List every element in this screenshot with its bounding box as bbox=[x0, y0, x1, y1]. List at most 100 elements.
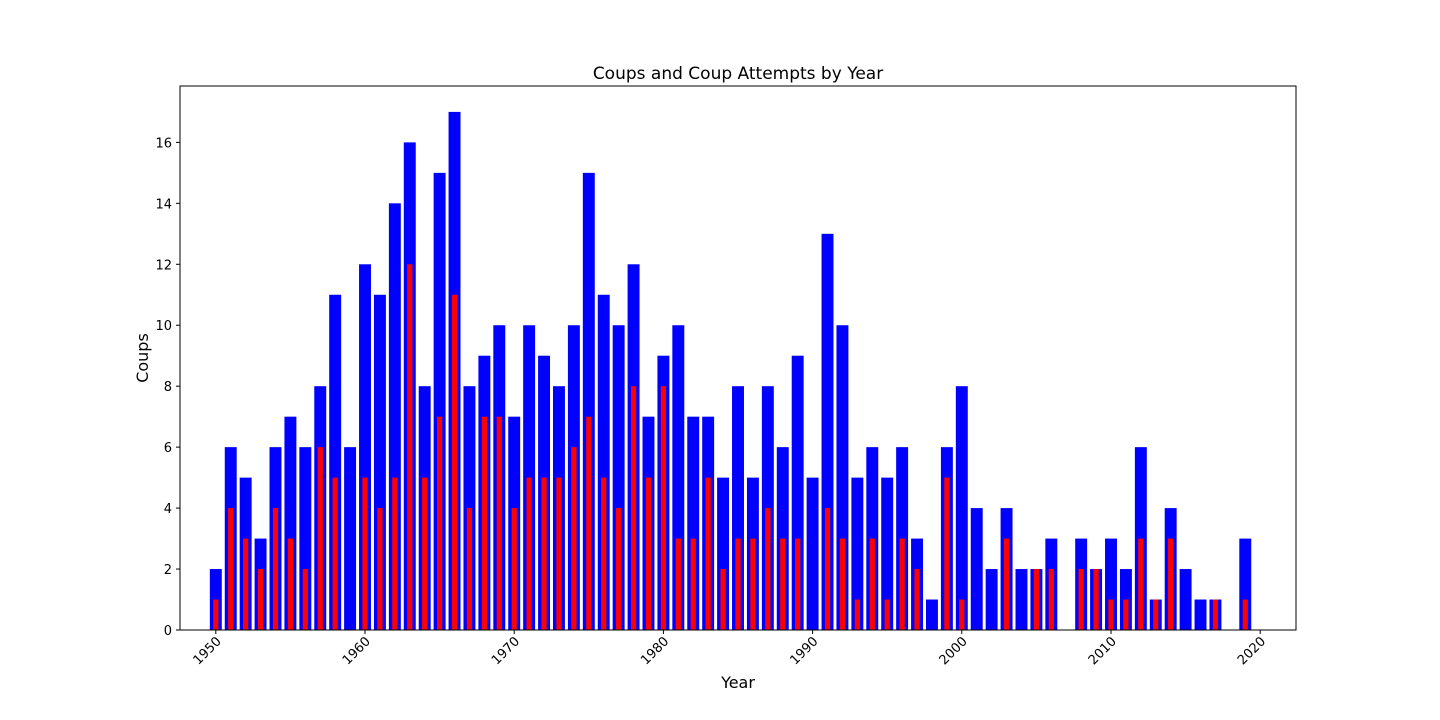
bar-total-2000 bbox=[955, 386, 968, 630]
bar-red-1982 bbox=[690, 538, 696, 630]
bar-red-1972 bbox=[541, 477, 547, 630]
x-tick-label: 1960 bbox=[340, 634, 374, 668]
bar-total-2001 bbox=[970, 508, 983, 630]
bar-total-1977 bbox=[612, 325, 625, 630]
bar-red-1973 bbox=[556, 477, 562, 630]
bar-red-1983 bbox=[705, 477, 711, 630]
y-tick-label: 12 bbox=[155, 258, 172, 273]
bar-red-1995 bbox=[884, 599, 890, 630]
bar-total-1955 bbox=[284, 416, 297, 630]
y-tick-label: 8 bbox=[164, 380, 172, 395]
bar-red-1987 bbox=[765, 508, 771, 630]
y-tick-label: 16 bbox=[155, 136, 172, 151]
bar-red-2017 bbox=[1212, 599, 1219, 630]
bar-red-1967 bbox=[466, 508, 473, 630]
y-axis-title: Coups bbox=[133, 333, 152, 383]
bar-red-1978 bbox=[630, 386, 637, 630]
bar-total-2016 bbox=[1194, 599, 1207, 630]
bar-red-1981 bbox=[675, 538, 681, 630]
bar-red-1960 bbox=[362, 477, 368, 630]
y-tick-label: 4 bbox=[164, 502, 172, 517]
y-tick-label: 2 bbox=[164, 563, 172, 578]
bar-total-2004 bbox=[1015, 569, 1028, 630]
bar-red-1964 bbox=[422, 477, 428, 630]
bar-red-2009 bbox=[1093, 569, 1099, 630]
bar-total-1961 bbox=[373, 294, 386, 630]
bar-red-1994 bbox=[869, 538, 875, 630]
bar-total-1959 bbox=[344, 447, 357, 630]
bar-total-1985 bbox=[732, 386, 744, 630]
bar-total-1960 bbox=[359, 264, 371, 630]
x-tick-label: 2020 bbox=[1235, 634, 1269, 668]
bar-red-1955 bbox=[287, 538, 294, 630]
bar-red-1957 bbox=[317, 447, 323, 630]
bar-red-2013 bbox=[1153, 599, 1159, 630]
bar-total-1976 bbox=[597, 294, 610, 630]
y-tick-label: 0 bbox=[164, 624, 172, 639]
bar-red-2014 bbox=[1168, 538, 1174, 630]
x-axis-ticks: 1950 1960 1970 1980 1990 2000 2010 2020 bbox=[191, 630, 1269, 668]
bar-red-1989 bbox=[795, 538, 801, 630]
bar-red-1965 bbox=[436, 416, 443, 630]
x-tick-label: 1980 bbox=[638, 634, 672, 668]
y-tick-label: 14 bbox=[155, 197, 172, 212]
bar-red-1999 bbox=[944, 477, 950, 630]
bar-red-1993 bbox=[854, 599, 860, 630]
bar-total-1993 bbox=[851, 477, 864, 630]
bar-total-1975 bbox=[582, 172, 595, 631]
bar-red-1962 bbox=[392, 477, 398, 630]
bar-red-1991 bbox=[824, 508, 831, 630]
bar-red-1985 bbox=[735, 538, 741, 630]
bar-total-1967 bbox=[463, 386, 476, 630]
bar-red-1950 bbox=[213, 599, 219, 630]
bar-total-1990 bbox=[806, 477, 819, 630]
bar-total-2010 bbox=[1105, 538, 1117, 630]
bar-red-1966 bbox=[451, 294, 458, 630]
x-tick-label: 2000 bbox=[937, 634, 971, 668]
bar-red-1992 bbox=[839, 538, 846, 630]
plot-frame bbox=[179, 85, 1297, 631]
bar-red-2011 bbox=[1123, 599, 1129, 630]
bar-red-1997 bbox=[914, 569, 920, 630]
bar-red-1970 bbox=[511, 508, 517, 630]
y-tick-label: 10 bbox=[155, 319, 172, 334]
bar-red-1977 bbox=[616, 508, 622, 630]
bar-red-1980 bbox=[660, 386, 667, 630]
bar-red-1954 bbox=[272, 508, 279, 630]
bar-total-1981 bbox=[672, 325, 685, 630]
bar-red-2003 bbox=[1003, 538, 1010, 630]
bar-total-1989 bbox=[791, 355, 804, 630]
x-tick-label: 1990 bbox=[787, 634, 821, 668]
bar-red-1953 bbox=[257, 569, 264, 630]
bar-total-1995 bbox=[881, 477, 894, 630]
bar-red-1975 bbox=[586, 416, 592, 630]
bar-total-1992 bbox=[836, 325, 849, 630]
bar-total-1982 bbox=[687, 416, 700, 630]
bar-red-1968 bbox=[481, 416, 487, 630]
bar-red-1952 bbox=[243, 538, 249, 630]
bar-total-1958 bbox=[329, 294, 342, 630]
chart-title: Coups and Coup Attempts by Year bbox=[593, 64, 883, 84]
x-tick-label: 1950 bbox=[191, 634, 225, 668]
bar-red-2019 bbox=[1242, 599, 1248, 630]
bar-red-2012 bbox=[1138, 538, 1144, 630]
bar-red-2010 bbox=[1108, 599, 1114, 630]
bar-red-1979 bbox=[645, 477, 652, 630]
bar-red-1956 bbox=[302, 569, 308, 630]
bar-total-2015 bbox=[1179, 569, 1192, 630]
bar-red-2008 bbox=[1078, 569, 1084, 630]
bar-total-1962 bbox=[388, 203, 401, 630]
bar-red-1976 bbox=[601, 477, 607, 630]
y-axis-ticks: 0 2 4 6 8 10 12 14 16 bbox=[155, 136, 180, 639]
x-tick-label: 1970 bbox=[489, 634, 523, 668]
bar-total-2002 bbox=[985, 569, 998, 630]
x-axis-title: Year bbox=[720, 673, 755, 692]
bar-red-2006 bbox=[1048, 569, 1054, 630]
bar-red-1963 bbox=[407, 264, 413, 630]
bar-total-1991 bbox=[821, 233, 834, 630]
bar-red-1958 bbox=[332, 477, 338, 630]
bar-total-1987 bbox=[761, 386, 774, 630]
bar-red-2005 bbox=[1033, 569, 1039, 630]
bar-red-1951 bbox=[228, 508, 234, 630]
bars-red bbox=[213, 264, 1248, 630]
